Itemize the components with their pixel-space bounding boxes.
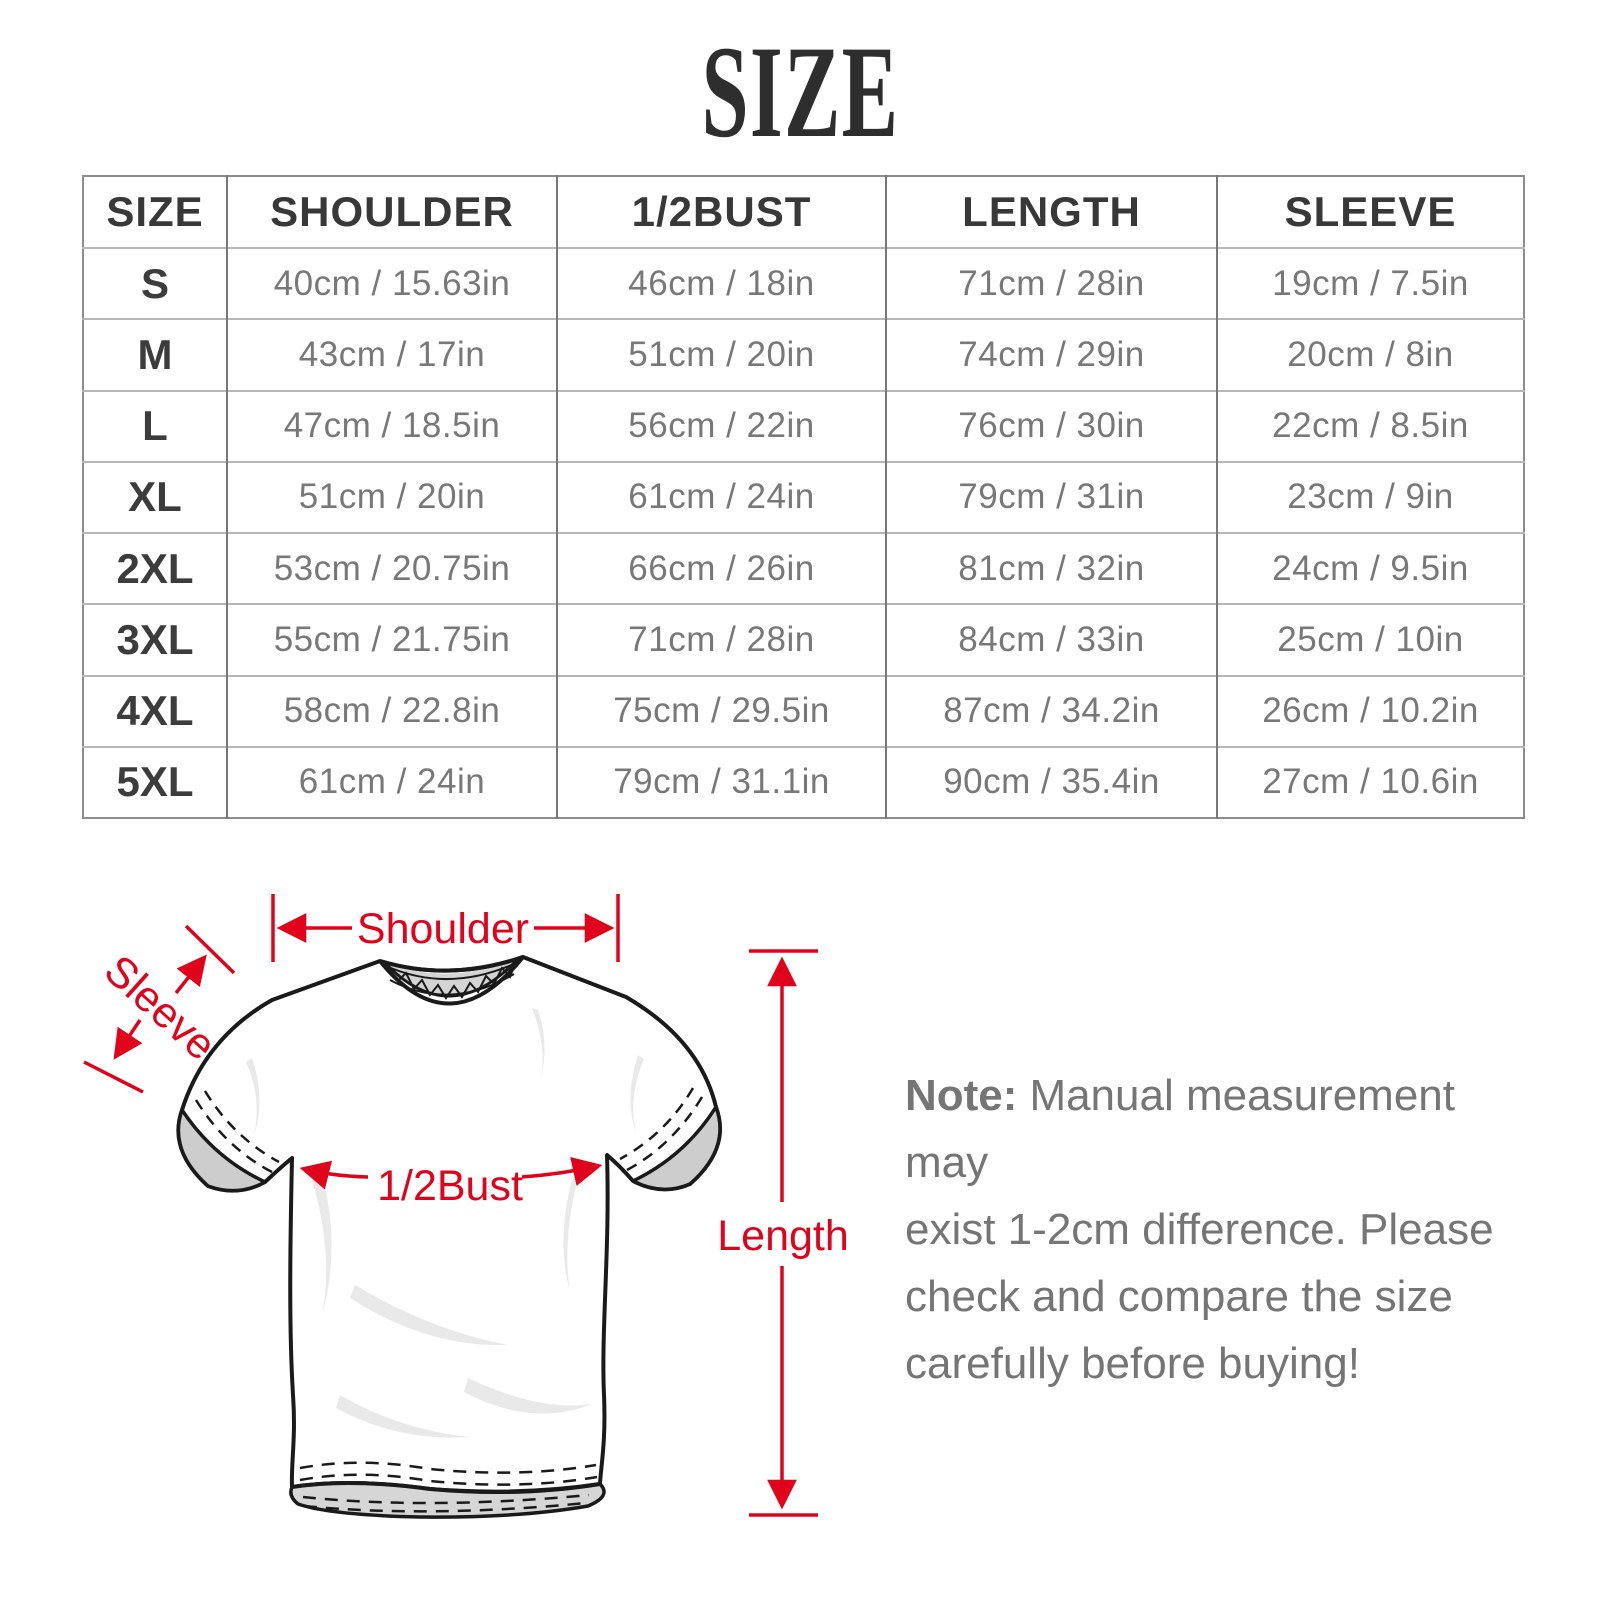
tshirt-outline: [176, 955, 722, 1519]
size-label-cell: L: [83, 389, 227, 462]
half-bust-label: 1/2Bust: [377, 1162, 523, 1210]
measurement-cell: 51cm / 20in: [226, 460, 557, 533]
collar: [378, 955, 525, 1006]
measurement-cell: 75cm / 29.5in: [556, 674, 886, 747]
sleeve-label: Sleeve: [95, 946, 225, 1070]
measurement-cell: 79cm / 31in: [885, 460, 1217, 533]
collar-zigzag-stitch: [389, 965, 515, 1000]
measurement-cell: 61cm / 24in: [556, 460, 886, 533]
sleeve-dimension: [83, 924, 236, 1094]
measurement-cell: 51cm / 20in: [556, 318, 886, 391]
table-row: XL 51cm / 20in 61cm / 24in 79cm / 31in 23cm …: [83, 460, 1524, 533]
size-label-cell: M: [83, 318, 227, 391]
measurement-cell: 22cm / 8.5in: [1216, 389, 1524, 462]
size-label-cell: 5XL: [83, 745, 227, 818]
note-line: check and compare the size: [905, 1272, 1453, 1321]
measurement-cell: 47cm / 18.5in: [226, 389, 557, 462]
measurement-cell: 87cm / 34.2in: [885, 674, 1217, 747]
size-label-cell: XL: [83, 460, 227, 533]
measurement-cell: 74cm / 29in: [885, 318, 1217, 391]
note-label: Note:: [905, 1071, 1018, 1120]
measurement-cell: 55cm / 21.75in: [226, 603, 557, 676]
shoulder-dimension: [271, 894, 620, 962]
sleeve-cuffs: [176, 1087, 722, 1193]
size-table-container: SIZE SHOULDER 1/2BUST LENGTH SLEEVE S 40cm / …: [82, 175, 1525, 819]
measurement-cell: 43cm / 17in: [226, 318, 557, 391]
table-row: M 43cm / 17in 51cm / 20in 74cm / 29in 20cm /…: [83, 318, 1524, 391]
note-line: carefully before buying!: [905, 1339, 1360, 1388]
size-label-cell: S: [83, 246, 227, 320]
measurement-cell: 84cm / 33in: [885, 603, 1217, 676]
measurement-cell: 58cm / 22.8in: [226, 674, 557, 747]
half-bust-dimension: [299, 1156, 603, 1190]
measurement-cell: 25cm / 10in: [1216, 603, 1524, 676]
column-header: SLEEVE: [1216, 176, 1524, 248]
measurement-cell: 79cm / 31.1in: [556, 745, 886, 818]
measurement-cell: 81cm / 32in: [885, 531, 1217, 605]
fabric-wrinkles: [246, 1008, 644, 1438]
measurement-cell: 66cm / 26in: [556, 531, 886, 605]
note-line: exist 1-2cm difference. Please: [905, 1205, 1494, 1254]
measurement-cell: 40cm / 15.63in: [226, 246, 557, 320]
measurement-cell: 53cm / 20.75in: [226, 531, 557, 605]
column-header: SIZE: [106, 188, 204, 235]
measurement-cell: 56cm / 22in: [556, 389, 886, 462]
measurement-cell: 23cm / 9in: [1216, 460, 1524, 533]
length-dimension: [749, 949, 818, 1517]
table-row: L 47cm / 18.5in 56cm / 22in 76cm / 30in 22cm…: [83, 389, 1524, 462]
measurement-cell: 76cm / 30in: [885, 389, 1217, 462]
measurement-cell: 20cm / 8in: [1216, 318, 1524, 391]
table-row: 3XL 55cm / 21.75in 71cm / 28in 84cm / 33in 2…: [83, 603, 1524, 676]
measurement-cell: 24cm / 9.5in: [1216, 531, 1524, 605]
page-title: SIZE: [701, 18, 899, 165]
note-text: Note: Manual measurement may exist 1-2cm …: [905, 1062, 1525, 1397]
size-table-header: SIZE SHOULDER 1/2BUST LENGTH SLEEVE: [83, 176, 1524, 248]
column-header: 1/2BUST: [556, 176, 886, 248]
table-row: 5XL 61cm / 24in 79cm / 31.1in 90cm / 35.4in…: [83, 745, 1524, 818]
length-label: Length: [717, 1212, 849, 1260]
column-header: SHOULDER: [226, 176, 557, 248]
measurement-cell: 71cm / 28in: [556, 603, 886, 676]
table-row: S 40cm / 15.63in 46cm / 18in 71cm / 28in 19c…: [83, 246, 1524, 320]
size-label-cell: 2XL: [83, 531, 227, 605]
measurement-cell: 90cm / 35.4in: [885, 745, 1217, 818]
note-line: Note: Manual measurement may: [905, 1062, 1525, 1196]
measurement-cell: 46cm / 18in: [556, 246, 886, 320]
shoulder-label: Shoulder: [357, 905, 529, 953]
measurement-cell: 27cm / 10.6in: [1216, 745, 1524, 818]
measurement-cell: 19cm / 7.5in: [1216, 246, 1524, 320]
table-row: 2XL 53cm / 20.75in 66cm / 26in 81cm / 32in 2…: [83, 531, 1524, 605]
measurement-cell: 71cm / 28in: [885, 246, 1217, 320]
dimension-annotations: [83, 894, 818, 1517]
column-header: LENGTH: [885, 176, 1217, 248]
hem: [289, 1461, 606, 1519]
measurement-cell: 61cm / 24in: [226, 745, 557, 818]
measurement-cell: 26cm / 10.2in: [1216, 674, 1524, 747]
note-line-1: Manual measurement may: [905, 1071, 1455, 1187]
size-label-cell: 4XL: [83, 674, 227, 747]
tshirt-measurement-diagram: Shoulder Sleeve 1/2Bust Length: [83, 894, 849, 1519]
table-row: 4XL 58cm / 22.8in 75cm / 29.5in 87cm / 34.2…: [83, 674, 1524, 747]
size-table: SIZE SHOULDER 1/2BUST LENGTH SLEEVE S 40cm / …: [82, 175, 1525, 819]
size-label-cell: 3XL: [83, 603, 227, 676]
